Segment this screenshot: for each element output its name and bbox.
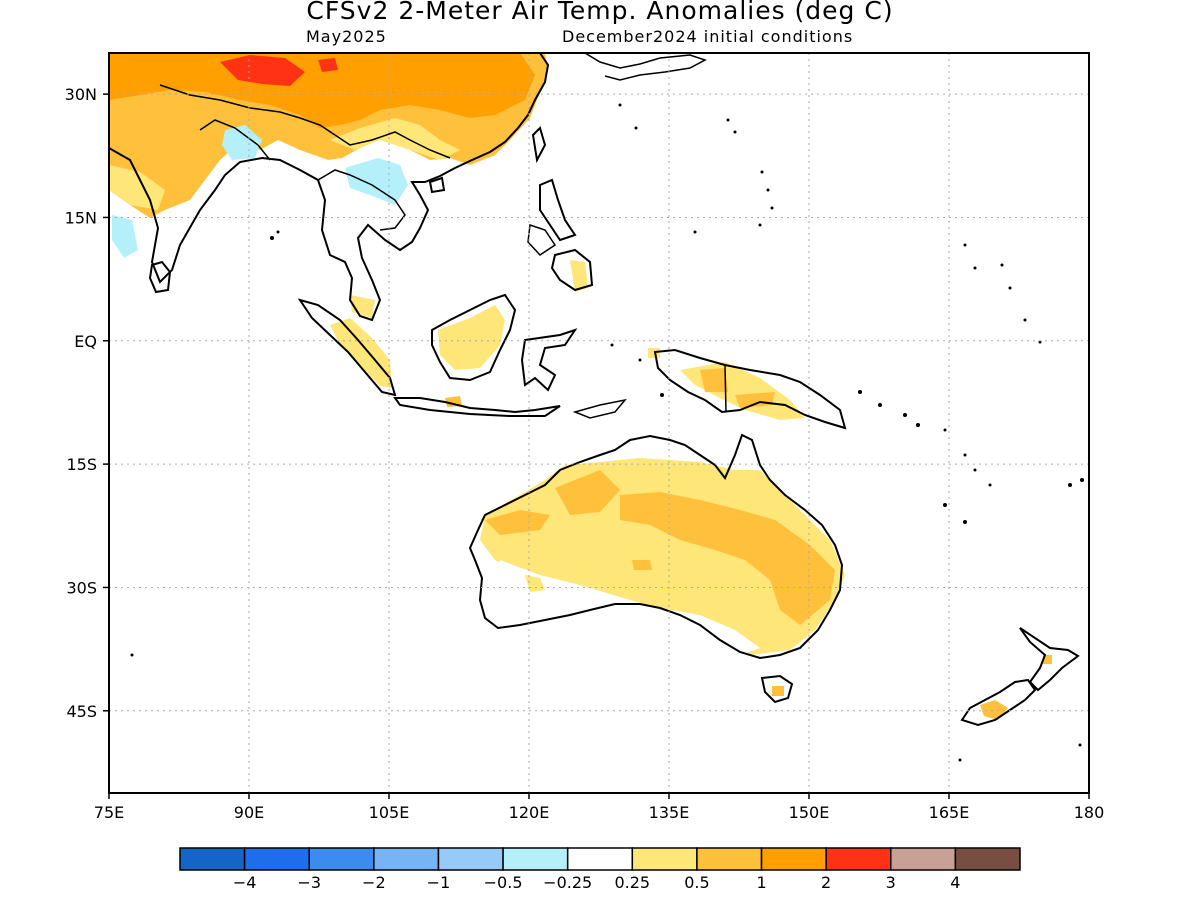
colorbar-swatch (760, 847, 827, 871)
coast-sri-lanka (148, 260, 172, 294)
coast-mindanao (550, 248, 594, 292)
colorbar-label: 4 (950, 873, 960, 892)
colorbar-label: −1 (427, 873, 451, 892)
colorbar-swatch (308, 847, 375, 871)
colorbar-label: −4 (233, 873, 257, 892)
coast-timor (572, 398, 627, 419)
map-frame (108, 52, 1090, 794)
tick-label-lon: 75E (94, 803, 124, 822)
borneo-mild (438, 305, 505, 370)
coast-nz-north (1019, 627, 1080, 692)
colorbar-label: −2 (362, 873, 386, 892)
australia-warm-west (485, 510, 550, 535)
gridlines (109, 53, 1089, 793)
australia-neutral-south (500, 560, 600, 612)
colorbar-label: 2 (821, 873, 831, 892)
colorbar: −4 −3 −2 −1 −0.5 −0.25 0.25 0.5 1 2 3 4 (179, 847, 1021, 892)
coast-tasmania (760, 674, 794, 704)
tick-label-lat: 15N (65, 208, 97, 227)
australia-warm-spot (632, 560, 652, 570)
cold-patch-himalaya (222, 125, 262, 160)
coast-visayas (527, 223, 557, 256)
colorbar-label: −0.25 (543, 873, 592, 892)
colorbar-swatch (890, 847, 957, 871)
colorbar-swatch (696, 847, 763, 871)
tick-label-lon: 180 (1074, 803, 1105, 822)
colorbar-swatch (954, 847, 1021, 871)
colorbar-swatch (243, 847, 310, 871)
hotspot-red (220, 55, 305, 86)
tick-label-lat: EQ (74, 332, 97, 351)
australia-warm-east (620, 492, 835, 625)
tasmania-warm (772, 686, 784, 696)
coast-nz-south (960, 678, 1037, 727)
colorbar-label: 3 (886, 873, 896, 892)
colorbar-swatch (373, 847, 440, 871)
tick-label-lon: 90E (234, 803, 264, 822)
border-png (724, 364, 727, 413)
border-himalaya (159, 84, 451, 159)
cold-patch-india (112, 215, 138, 258)
new-guinea-warm (700, 368, 728, 392)
australia-warm-nw (555, 470, 620, 515)
colorbar-swatch (502, 847, 569, 871)
colorbar-label: −3 (297, 873, 321, 892)
tick-label-lon: 150E (789, 803, 830, 822)
coast-new-guinea (653, 348, 847, 430)
border-indochina (317, 169, 406, 231)
coast-japan (584, 52, 707, 81)
tick-label-lon: 120E (509, 803, 550, 822)
malaya-mild (350, 295, 375, 318)
cold-patch-indochina (345, 158, 408, 205)
valid-month: May2025 (306, 27, 387, 46)
tick-label-lat: 30S (66, 578, 97, 597)
philippines-mild (570, 260, 588, 292)
map-title: CFSv2 2-Meter Air Temp. Anomalies (deg C… (306, 0, 894, 25)
colorbar-swatch (437, 847, 504, 871)
initial-conditions: December2024 initial conditions (562, 27, 854, 46)
coast-borneo (431, 293, 517, 382)
colorbar-label: 0.25 (614, 873, 650, 892)
tick-label-lon: 135E (649, 803, 690, 822)
tick-label-lat: 15S (66, 455, 97, 474)
coast-java (393, 397, 561, 417)
australia-neutral-se (700, 615, 760, 655)
colorbar-swatch (179, 847, 246, 871)
colorbar-swatch (631, 847, 698, 871)
tick-label-lat: 45S (66, 702, 97, 721)
small-islands (130, 103, 1084, 762)
coast-australia (468, 433, 844, 660)
maluku-mild (648, 348, 660, 358)
coast-luzon (539, 178, 577, 242)
colorbar-swatch (566, 847, 634, 871)
new-guinea-warm-2 (735, 392, 775, 408)
india-mild (109, 165, 165, 210)
tick-label-lat: 30N (65, 85, 97, 104)
colorbar-label: 0.5 (684, 873, 709, 892)
tibet-strong-warm (109, 53, 535, 128)
border-south-asia (199, 119, 271, 161)
hotspot-red-small (318, 58, 338, 72)
nz-north-warm (1043, 655, 1052, 664)
colorbar-label: 1 (756, 873, 766, 892)
coastlines (108, 52, 1080, 727)
colorbar-swatch (825, 847, 892, 871)
tick-label-lon: 105E (369, 803, 410, 822)
sumatra-mild (330, 318, 392, 388)
colorbar-label: −0.5 (484, 873, 523, 892)
tick-label-lon: 165E (929, 803, 970, 822)
coast-hainan (428, 176, 446, 194)
coast-sulawesi (520, 328, 578, 392)
coast-taiwan (531, 126, 547, 164)
map-plot-area (109, 53, 1089, 793)
coast-sumatra (297, 298, 397, 397)
coast-asia (108, 52, 550, 322)
